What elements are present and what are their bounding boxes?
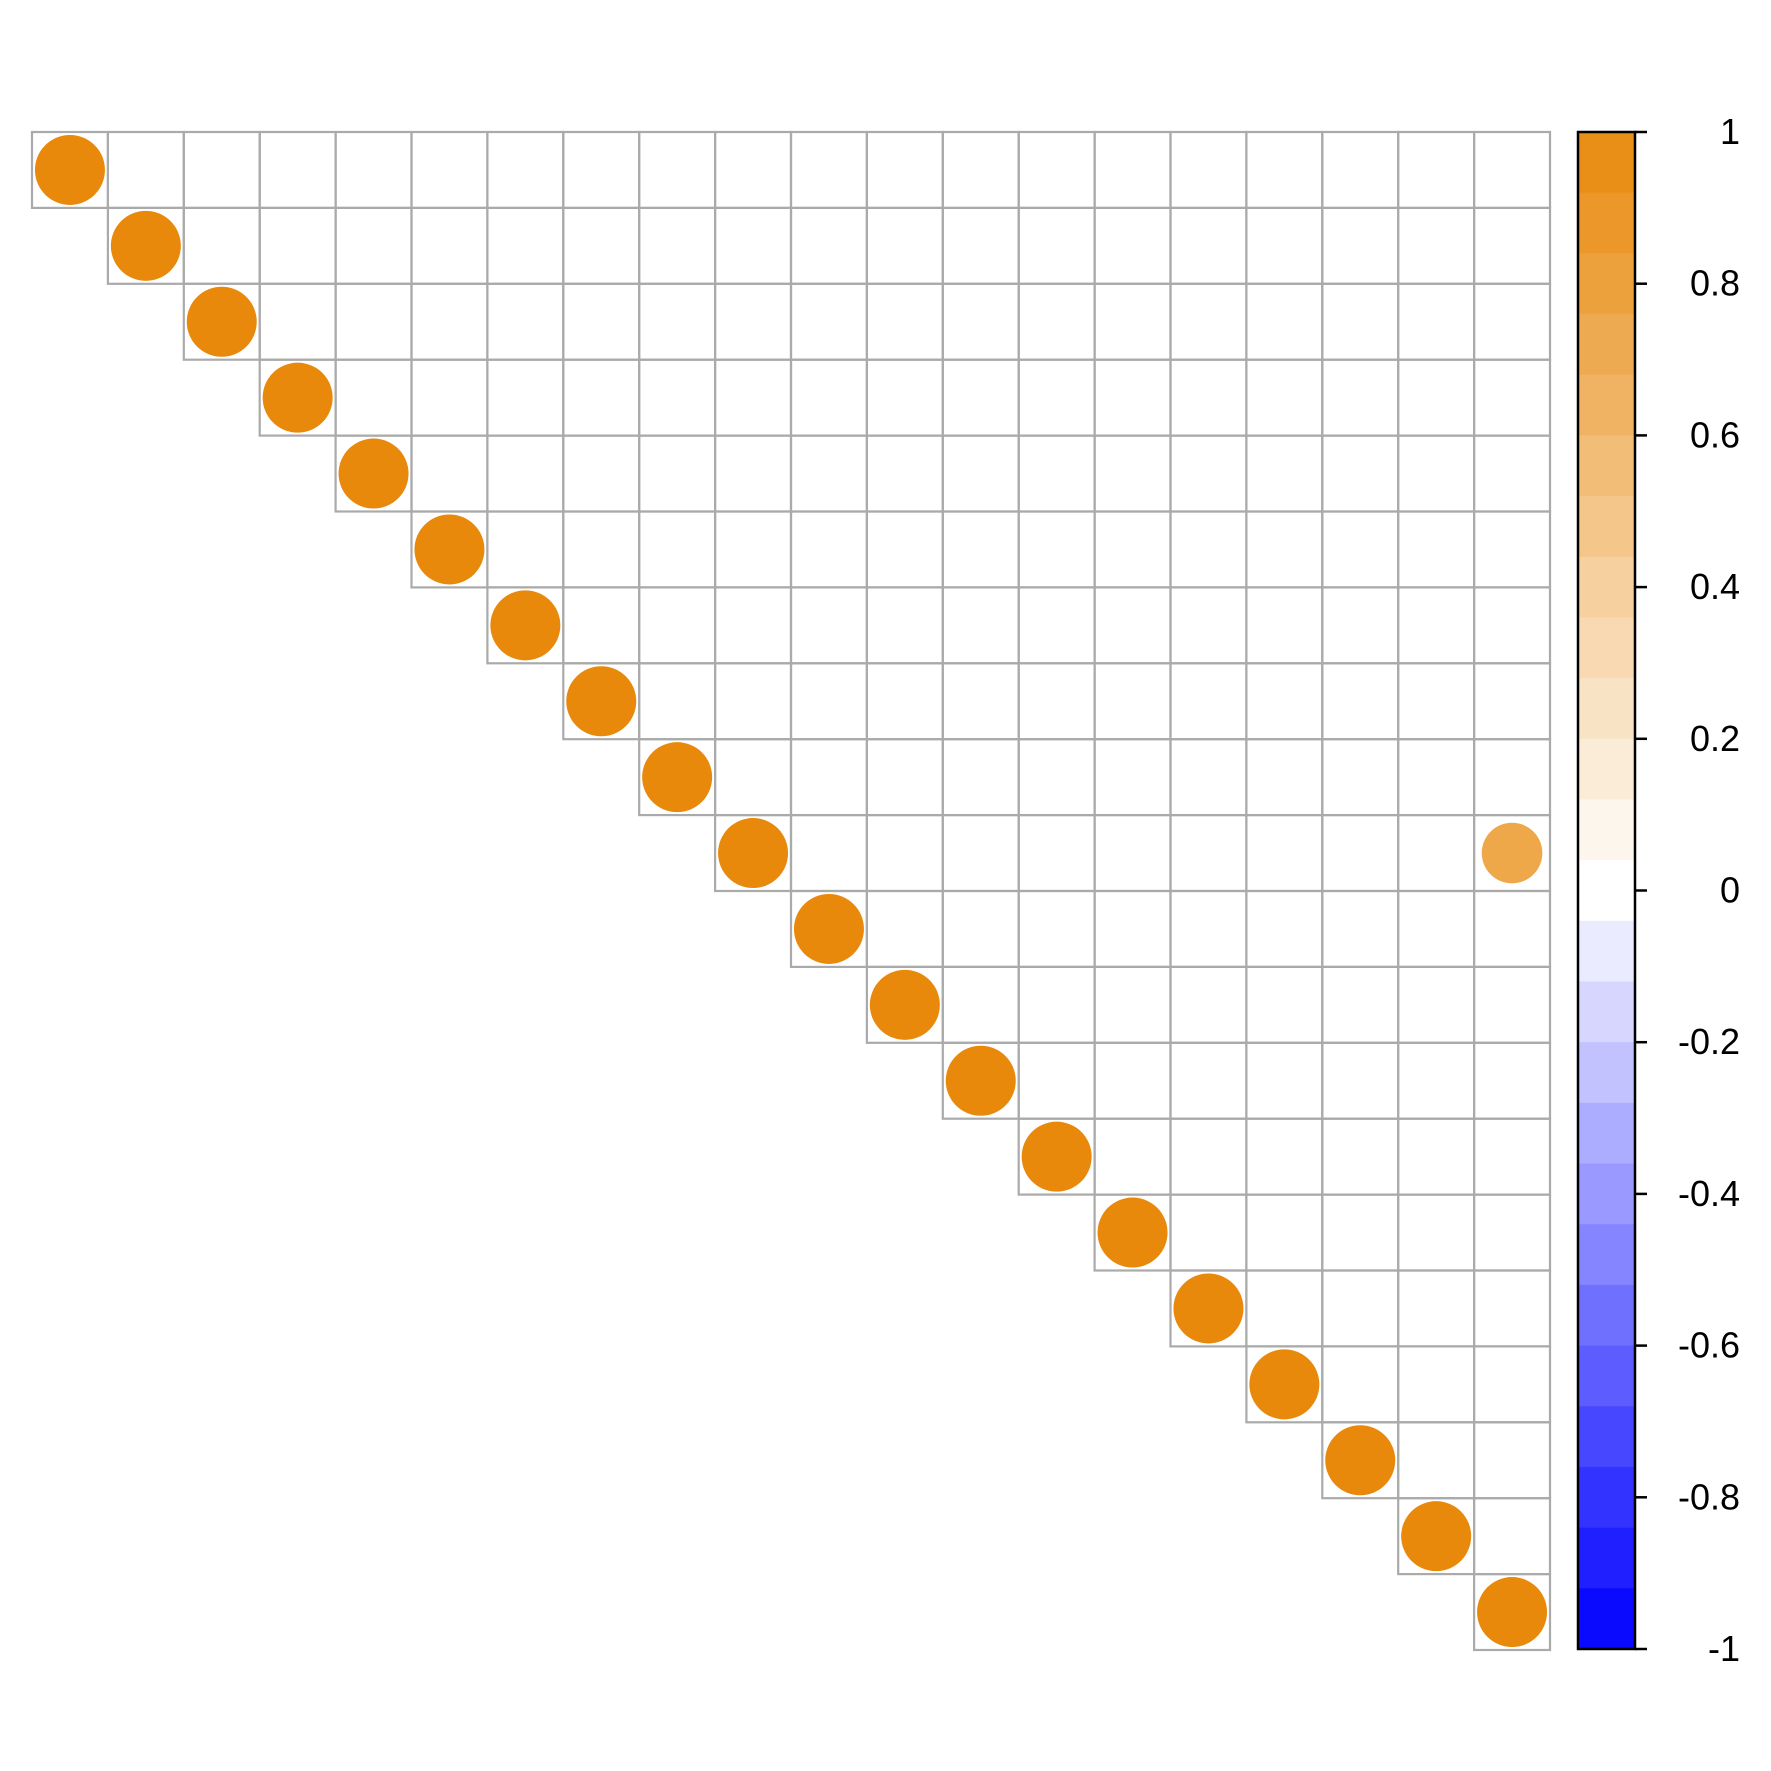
colorbar-segment: [1578, 1284, 1635, 1347]
colorbar-segment: [1578, 1224, 1635, 1286]
colorbar-segment: [1578, 1466, 1635, 1529]
colorbar-segment: [1578, 920, 1635, 983]
correlation-circle: [1477, 1577, 1548, 1648]
colorbar-segment: [1578, 1163, 1635, 1225]
correlation-circle: [869, 969, 940, 1040]
colorbar-tick-label: 0.6: [1690, 414, 1740, 455]
colorbar-tick-label: 0.2: [1690, 718, 1740, 759]
correlation-circle: [1173, 1273, 1244, 1344]
colorbar-tick-label: -1: [1708, 1628, 1740, 1669]
correlation-circle: [1401, 1501, 1472, 1572]
colorbar-segment: [1578, 314, 1635, 376]
colorbar-segment: [1578, 981, 1635, 1043]
correlation-circle: [793, 893, 864, 964]
colorbar-segment: [1578, 1588, 1635, 1650]
correlation-circle: [490, 590, 561, 661]
correlation-circle: [1097, 1197, 1168, 1268]
colorbar-segment: [1578, 799, 1635, 861]
colorbar-segment: [1578, 738, 1635, 801]
colorbar-segment: [1578, 1345, 1635, 1407]
correlation-circle: [1021, 1121, 1092, 1192]
colorbar-tick-label: -0.4: [1678, 1173, 1740, 1214]
correlation-circle: [110, 210, 181, 281]
correlation-circle: [1481, 822, 1543, 884]
colorbar-tick-label: 0.8: [1690, 263, 1740, 304]
colorbar-segment: [1578, 253, 1635, 315]
correlation-circle: [34, 134, 105, 205]
colorbar-segment: [1578, 617, 1635, 679]
colorbar-segment: [1578, 678, 1635, 740]
correlation-circle: [186, 286, 257, 357]
colorbar-tick-label: -0.6: [1678, 1325, 1740, 1366]
colorbar-segment: [1578, 374, 1635, 436]
correlation-circle: [642, 742, 713, 813]
correlation-circle: [414, 514, 485, 585]
colorbar-segment: [1578, 435, 1635, 497]
correlation-circle: [1249, 1349, 1320, 1420]
colorbar-tick-label: 1: [1720, 111, 1740, 152]
grid: [30, 130, 1552, 1652]
correlation-circles: [34, 134, 1548, 1648]
colorbar-segment: [1578, 496, 1635, 558]
grid-cell: [1472, 1572, 1552, 1652]
colorbar-segment: [1578, 192, 1635, 254]
correlation-circle: [566, 666, 637, 737]
correlation-circle: [718, 818, 789, 889]
colorbar-segment: [1578, 1102, 1635, 1165]
correlation-circle: [1325, 1425, 1396, 1496]
colorbar-segment: [1578, 860, 1635, 922]
correlation-circle: [262, 362, 333, 433]
color-legend: 1 0.8 0.6 0.4 0.2 0 -0.2 -0.4 -0.6 -0.8 -1: [1576, 111, 1740, 1669]
colorbar-segment: [1578, 1406, 1635, 1468]
correlation-circle: [338, 438, 409, 509]
colorbar-tick-label: 0: [1720, 870, 1740, 911]
correlation-circle: [945, 1045, 1016, 1116]
colorbar-tick-label: 0.4: [1690, 566, 1740, 607]
colorbar-segment: [1578, 1042, 1635, 1104]
colorbar-tick-label: -0.8: [1678, 1476, 1740, 1517]
colorbar-tick-label: -0.2: [1678, 1021, 1740, 1062]
colorbar-segment: [1578, 132, 1635, 194]
colorbar-segment: [1578, 556, 1635, 619]
colorbar-segment: [1578, 1527, 1635, 1589]
